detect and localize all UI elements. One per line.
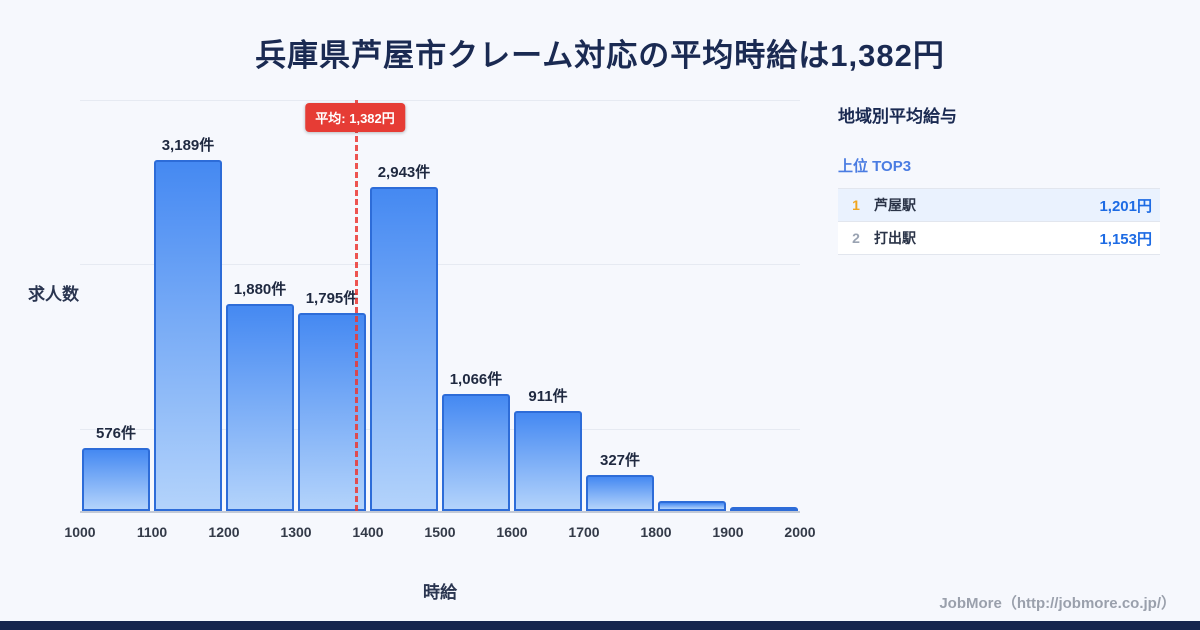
table-row: 1 芦屋駅 1,201円 [838,189,1160,222]
bar-slot [656,100,728,511]
x-axis-ticks: 1000 1100 1200 1300 1400 1500 1600 1700 1800 1900… [64,524,815,544]
bar-slot: 327件 [584,100,656,511]
footer-bar [0,621,1200,630]
x-axis-tick: 1500 [424,524,456,540]
bar-value-label: 1,880件 [233,280,287,298]
bar-value-label: 1,066件 [449,370,503,388]
bar-value-label: 3,189件 [161,136,215,154]
bar-slot: 911件 [512,100,584,511]
bar [82,447,150,511]
x-axis-tick: 1000 [64,524,96,540]
x-axis-tick: 1800 [640,524,672,540]
bar-slot: 1,880件 [224,100,296,511]
bar [514,410,582,511]
rank-badge: 2 [852,230,860,246]
bar-value-label: 1,795件 [305,290,359,308]
bar [442,393,510,511]
bar-slot: 3,189件 [152,100,224,511]
bar [730,507,798,511]
bar-value-label: 2,943件 [377,163,431,181]
bar-slot: 1,795件 [296,100,368,511]
bar-value-label: 327件 [599,451,641,469]
x-axis-tick: 1300 [280,524,312,540]
station-name: 打出駅 [874,230,916,246]
bars: 576件 3,189件 1,880件 1,795件 2,943件 1,066件 911件 32… [80,100,800,511]
bar [658,501,726,511]
bar-slot: 2,943件 [368,100,440,511]
side-panel-subtitle: 上位 TOP3 [838,158,912,175]
rank-badge: 1 [852,197,860,213]
x-axis-tick: 1100 [136,524,168,540]
gridline [80,428,800,430]
bar-value-label: 911件 [528,387,568,405]
x-axis-tick: 1400 [352,524,384,540]
bar [298,313,366,511]
salary-value: 1,201円 [1099,197,1152,215]
bar-value-label: 576件 [95,424,137,442]
bar-slot: 576件 [80,100,152,511]
side-panel-title: 地域別平均給与 [838,107,957,126]
top3-table: 1 芦屋駅 1,201円 2 打出駅 1,153円 [838,188,1160,255]
average-badge: 平均: 1,382円 [305,103,405,132]
side-panel: 地域別平均給与 上位 TOP3 1 芦屋駅 1,201円 2 打出駅 1,153… [838,102,1160,255]
average-line [355,100,359,511]
table-row: 2 打出駅 1,153円 [838,222,1160,255]
bar-slot [728,100,800,511]
bar-slot: 1,066件 [440,100,512,511]
gridline [80,264,800,266]
x-axis-tick: 1700 [568,524,600,540]
x-axis-tick: 2000 [784,524,816,540]
bar [370,186,438,511]
y-axis-label: 求人数 [28,285,79,304]
bar [226,303,294,511]
page-title: 兵庫県芦屋市クレーム対応の平均時給は1,382円 [255,38,945,73]
footer-credit: JobMore（http://jobmore.co.jp/） [939,595,1176,612]
bar [586,474,654,511]
plot-area: 576件 3,189件 1,880件 1,795件 2,943件 1,066件 911件 32… [80,100,800,513]
x-axis-tick: 1600 [496,524,528,540]
x-axis-tick: 1900 [712,524,744,540]
station-name: 芦屋駅 [874,197,916,213]
x-axis-tick: 1200 [208,524,240,540]
x-axis-label: 時給 [423,583,457,602]
gridline [80,100,800,101]
bar [154,159,222,511]
salary-value: 1,153円 [1099,230,1152,248]
